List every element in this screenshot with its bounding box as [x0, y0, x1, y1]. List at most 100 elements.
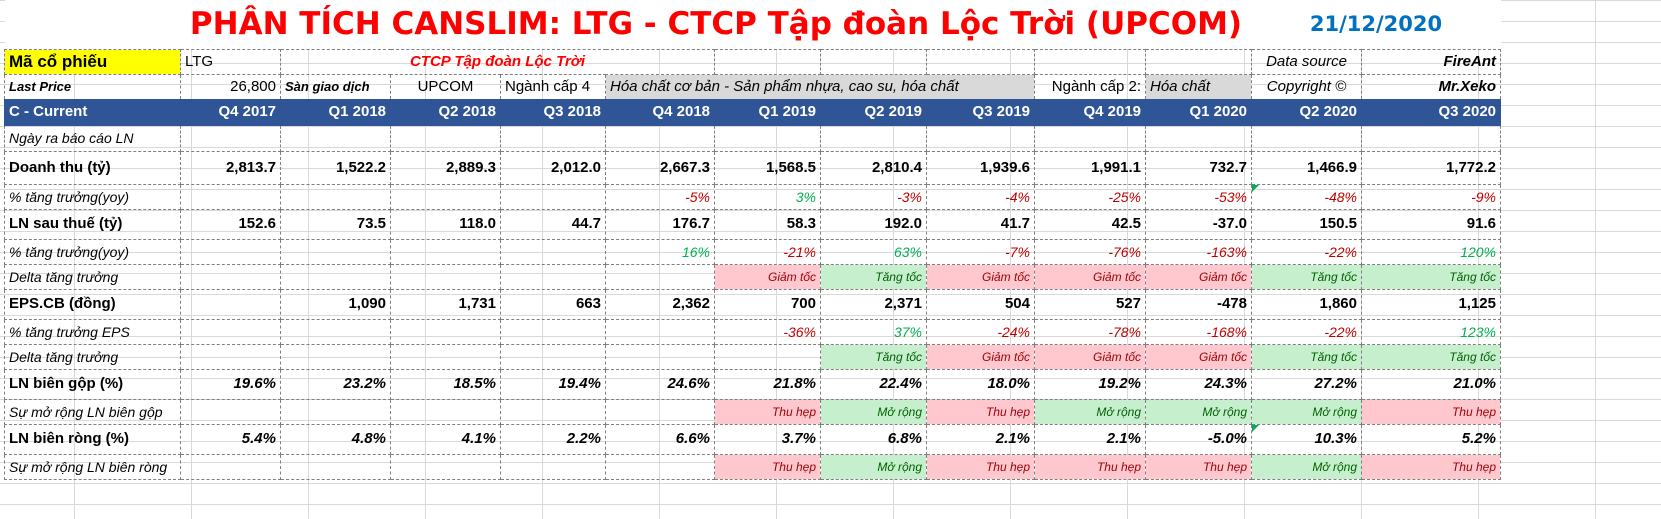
value-cell[interactable]: Giảm tốc: [1145, 263, 1252, 290]
value-cell[interactable]: 10.3%: [1251, 423, 1362, 455]
value-cell[interactable]: [280, 183, 391, 210]
value-cell[interactable]: [280, 238, 391, 265]
value-cell[interactable]: Mở rộng: [1251, 453, 1362, 480]
value-cell[interactable]: 2,362: [605, 288, 715, 320]
value-cell[interactable]: [280, 318, 391, 345]
quarter-header[interactable]: Q3 2018: [500, 98, 606, 126]
last-price-value[interactable]: 26,800: [180, 73, 281, 100]
value-cell[interactable]: 63%: [820, 238, 927, 265]
value-cell[interactable]: 2.1%: [926, 423, 1035, 455]
value-cell[interactable]: -5.0%: [1145, 423, 1252, 455]
value-cell[interactable]: 23.2%: [280, 368, 391, 400]
quarter-header[interactable]: Q1 2018: [280, 98, 391, 126]
value-cell[interactable]: 16%: [605, 238, 715, 265]
value-cell[interactable]: 663: [500, 288, 606, 320]
value-cell[interactable]: [180, 318, 281, 345]
data-source-label[interactable]: Data source: [1251, 48, 1362, 75]
value-cell[interactable]: Mở rộng: [1251, 398, 1362, 425]
row-label[interactable]: Sự mở rộng LN biên ròng: [4, 453, 181, 480]
value-cell[interactable]: 91.6: [1361, 208, 1501, 240]
value-cell[interactable]: 42.5: [1034, 208, 1146, 240]
exchange-value[interactable]: UPCOM: [390, 73, 501, 100]
value-cell[interactable]: 18.5%: [390, 368, 501, 400]
exchange-label[interactable]: Sàn giao dịch: [280, 73, 391, 100]
row-label[interactable]: % tăng trưởng(yoy): [4, 238, 181, 265]
copyright-label[interactable]: Copyright ©: [1251, 73, 1362, 100]
value-cell[interactable]: Giảm tốc: [1145, 343, 1252, 370]
ticker-label[interactable]: Mã cổ phiếu: [4, 48, 181, 75]
data-source-value[interactable]: FireAnt: [1361, 48, 1501, 75]
value-cell[interactable]: 1,090: [280, 288, 391, 320]
row-label[interactable]: Doanh thu (tỷ): [4, 150, 181, 185]
value-cell[interactable]: Tăng tốc: [1251, 263, 1362, 290]
value-cell[interactable]: 27.2%: [1251, 368, 1362, 400]
value-cell[interactable]: Thu hẹp: [714, 398, 821, 425]
value-cell[interactable]: 21.0%: [1361, 368, 1501, 400]
value-cell[interactable]: 1,991.1: [1034, 150, 1146, 185]
value-cell[interactable]: 2,371: [820, 288, 927, 320]
value-cell[interactable]: [500, 183, 606, 210]
value-cell[interactable]: [390, 318, 501, 345]
value-cell[interactable]: Giảm tốc: [926, 263, 1035, 290]
company-name[interactable]: CTCP Tập đoàn Lộc Trời: [280, 48, 715, 75]
quarter-header[interactable]: Q3 2020: [1361, 98, 1501, 126]
value-cell[interactable]: 2,012.0: [500, 150, 606, 185]
value-cell[interactable]: 1,568.5: [714, 150, 821, 185]
value-cell[interactable]: [180, 183, 281, 210]
value-cell[interactable]: [180, 238, 281, 265]
value-cell[interactable]: 123%: [1361, 318, 1501, 345]
quarter-header[interactable]: Q3 2019: [926, 98, 1035, 126]
quarter-header[interactable]: Q2 2019: [820, 98, 927, 126]
value-cell[interactable]: -5%: [605, 183, 715, 210]
value-cell[interactable]: 6.8%: [820, 423, 927, 455]
value-cell[interactable]: -53%: [1145, 183, 1252, 210]
value-cell[interactable]: Giảm tốc: [1034, 263, 1146, 290]
row-label[interactable]: Ngày ra báo cáo LN: [4, 124, 181, 152]
value-cell[interactable]: [605, 453, 715, 480]
value-cell[interactable]: [390, 263, 501, 290]
value-cell[interactable]: 1,939.6: [926, 150, 1035, 185]
value-cell[interactable]: -36%: [714, 318, 821, 345]
value-cell[interactable]: [500, 238, 606, 265]
industry4-value[interactable]: Hóa chất cơ bản - Sản phẩm nhựa, cao su,…: [605, 73, 1035, 100]
value-cell[interactable]: -37.0: [1145, 208, 1252, 240]
value-cell[interactable]: Giảm tốc: [926, 343, 1035, 370]
value-cell[interactable]: 58.3: [714, 208, 821, 240]
row-label[interactable]: Delta tăng trưởng: [4, 343, 181, 370]
value-cell[interactable]: [280, 398, 391, 425]
value-cell[interactable]: [500, 343, 606, 370]
value-cell[interactable]: [390, 453, 501, 480]
value-cell[interactable]: 19.6%: [180, 368, 281, 400]
value-cell[interactable]: 73.5: [280, 208, 391, 240]
value-cell[interactable]: Mở rộng: [1145, 398, 1252, 425]
value-cell[interactable]: 1,522.2: [280, 150, 391, 185]
value-cell[interactable]: Thu hẹp: [1034, 453, 1146, 480]
value-cell[interactable]: 24.3%: [1145, 368, 1252, 400]
value-cell[interactable]: [390, 343, 501, 370]
value-cell[interactable]: [500, 318, 606, 345]
section-label[interactable]: C - Current: [4, 98, 181, 126]
copyright-value[interactable]: Mr.Xeko: [1361, 73, 1501, 100]
value-cell[interactable]: 1,125: [1361, 288, 1501, 320]
value-cell[interactable]: Giảm tốc: [1034, 343, 1146, 370]
value-cell[interactable]: 152.6: [180, 208, 281, 240]
value-cell[interactable]: Thu hẹp: [714, 453, 821, 480]
value-cell[interactable]: [280, 263, 391, 290]
value-cell[interactable]: 2.2%: [500, 423, 606, 455]
row-label[interactable]: % tăng trưởng(yoy): [4, 183, 181, 210]
quarter-header[interactable]: Q2 2018: [390, 98, 501, 126]
value-cell[interactable]: [605, 398, 715, 425]
value-cell[interactable]: [605, 318, 715, 345]
industry4-label[interactable]: Ngành cấp 4: [500, 73, 606, 100]
value-cell[interactable]: Giảm tốc: [714, 263, 821, 290]
value-cell[interactable]: 3.7%: [714, 423, 821, 455]
value-cell[interactable]: [180, 263, 281, 290]
row-label[interactable]: LN biên ròng (%): [4, 423, 181, 455]
value-cell[interactable]: [500, 263, 606, 290]
value-cell[interactable]: -78%: [1034, 318, 1146, 345]
value-cell[interactable]: [180, 288, 281, 320]
value-cell[interactable]: 6.6%: [605, 423, 715, 455]
value-cell[interactable]: 2,810.4: [820, 150, 927, 185]
value-cell[interactable]: Thu hẹp: [1145, 453, 1252, 480]
row-label[interactable]: Sự mở rộng LN biên gộp: [4, 398, 181, 425]
